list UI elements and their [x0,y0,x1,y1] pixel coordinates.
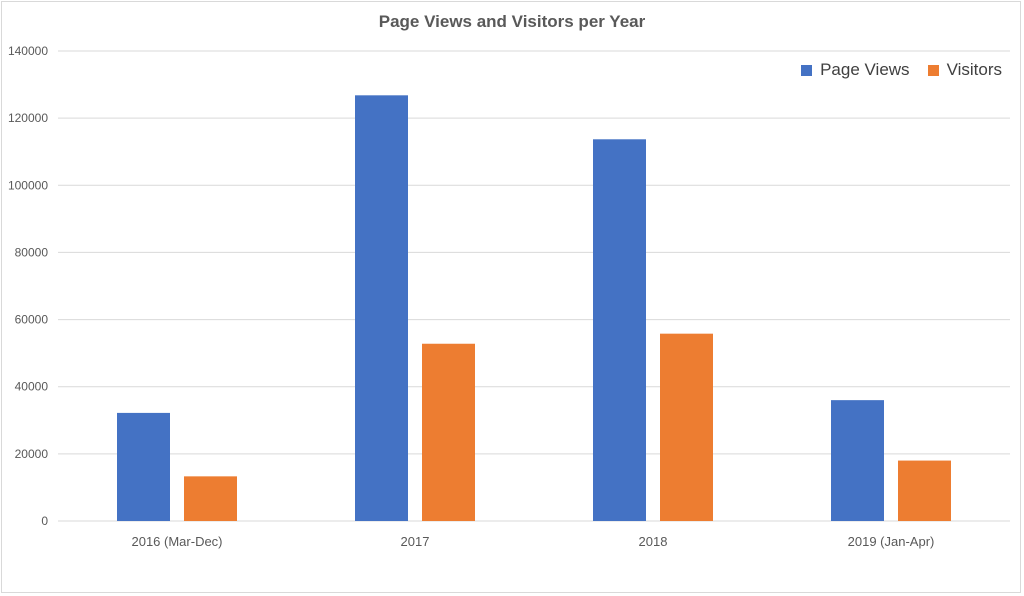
y-tick-label: 60000 [15,313,49,327]
bar-visitors [660,333,713,521]
bar-visitors [422,343,475,521]
x-tick-label: 2018 [639,534,668,549]
y-tick-label: 140000 [8,44,48,58]
x-tick-label: 2017 [401,534,430,549]
bars [117,95,951,522]
bar-page-views [593,139,646,522]
x-tick-label: 2016 (Mar-Dec) [131,534,222,549]
y-tick-label: 80000 [15,245,49,259]
y-tick-label: 40000 [15,380,49,394]
legend-label-visitors: Visitors [946,60,1002,79]
legend-swatch-page-views [801,64,813,76]
y-tick-label: 120000 [8,111,48,125]
bar-page-views [831,400,884,521]
gridlines [58,50,1010,522]
x-tick-label: 2019 (Jan-Apr) [848,534,935,549]
legend-swatch-visitors [927,64,939,76]
legend-label-page-views: Page Views [820,60,910,79]
x-axis-ticks: 2016 (Mar-Dec) 2017 2018 2019 (Jan-Apr) [131,534,934,549]
y-tick-label: 20000 [15,447,49,461]
chart-title: Page Views and Visitors per Year [378,12,646,31]
legend-item-page-views: Page Views [801,60,910,80]
legend-item-visitors: Visitors [927,60,1002,80]
bar-page-views [355,95,408,522]
y-axis-ticks: 0 20000 40000 60000 80000 100000 120000 140000 [8,44,48,528]
bar-page-views [117,412,170,521]
bar-visitors [898,460,951,521]
bar-visitors [184,476,237,521]
y-tick-label: 100000 [8,178,48,192]
y-tick-label: 0 [41,514,48,528]
legend: Page Views Visitors [801,60,1002,80]
